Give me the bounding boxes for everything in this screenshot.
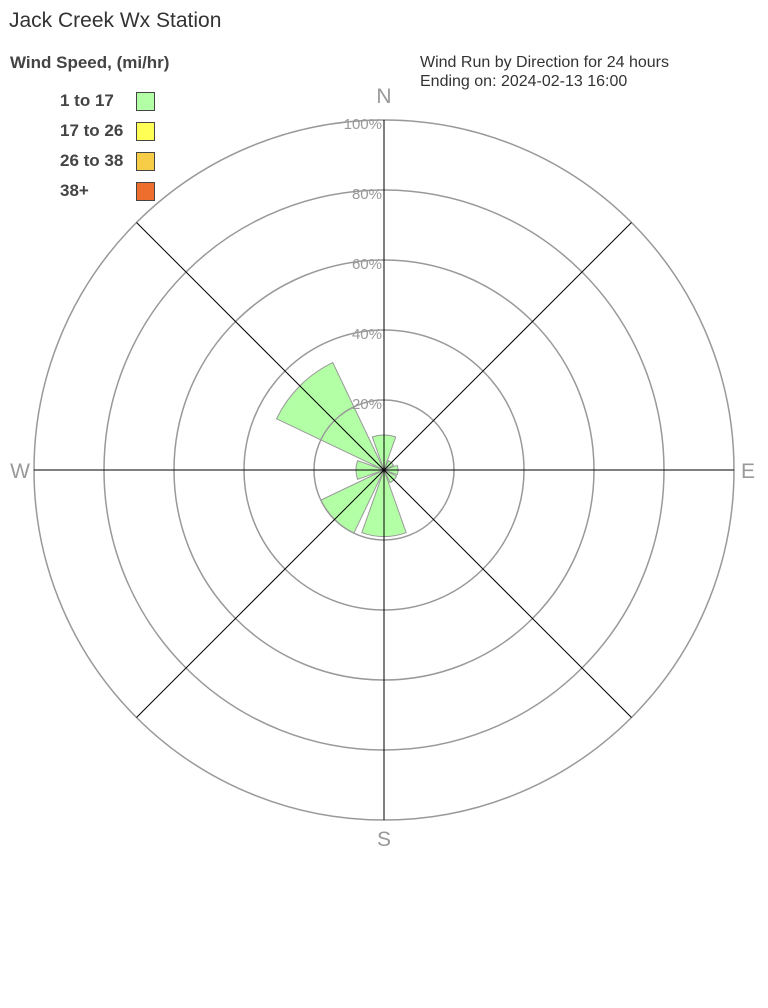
compass-label-E: E: [741, 460, 755, 483]
ring-label: 60%: [352, 256, 382, 273]
ring-label: 20%: [352, 396, 382, 413]
legend-title: Wind Speed, (mi/hr): [10, 53, 170, 72]
subtitle-line-1: Wind Run by Direction for 24 hours: [420, 54, 669, 71]
ring-label: 100%: [344, 116, 382, 133]
compass-label-N: N: [376, 85, 391, 108]
legend-label: 17 to 26: [60, 121, 124, 140]
ring-label: 40%: [352, 326, 382, 343]
spoke: [383, 469, 632, 718]
compass-label-W: W: [10, 460, 30, 483]
spoke: [383, 222, 632, 471]
spoke: [136, 222, 385, 471]
legend-swatch: [136, 122, 155, 141]
compass-label-S: S: [377, 828, 391, 851]
legend-label: 38+: [60, 181, 89, 200]
subtitle-line-2: Ending on: 2024-02-13 16:00: [420, 73, 628, 90]
legend-swatch: [136, 182, 155, 201]
legend-label: 26 to 38: [60, 151, 124, 170]
legend-label: 1 to 17: [60, 91, 114, 110]
legend-swatch: [136, 152, 155, 171]
chart-title: Jack Creek Wx Station: [9, 9, 222, 32]
ring-label: 80%: [352, 186, 382, 203]
legend-swatch: [136, 92, 155, 111]
spoke: [136, 469, 385, 718]
